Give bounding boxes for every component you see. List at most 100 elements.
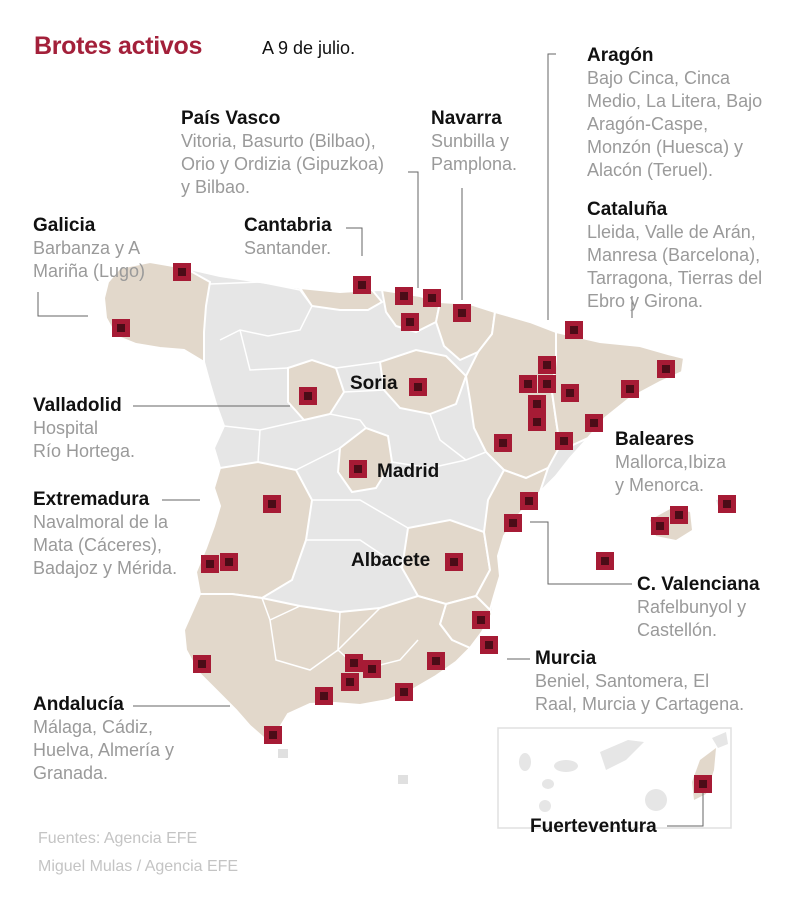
- melilla: [398, 775, 408, 784]
- outbreak-marker-core: [346, 678, 354, 686]
- region-name: Baleares: [615, 429, 695, 450]
- region-name: Aragón: [587, 45, 654, 66]
- region-places: Sunbilla y Pamplona.: [431, 131, 518, 174]
- province-borders: [209, 281, 487, 671]
- region-places: Navalmoral de la Mata (Cáceres), Badajoz…: [33, 512, 178, 578]
- outbreak-marker-core: [414, 383, 422, 391]
- source-line-2: Miguel Mulas / Agencia EFE: [38, 858, 239, 875]
- outbreak-marker-core: [566, 389, 574, 397]
- outbreak-marker-core: [570, 326, 578, 334]
- label-fuerteventura: Fuerteventura: [530, 815, 657, 838]
- outbreak-marker-core: [533, 400, 541, 408]
- region-name: Andalucía: [33, 694, 124, 715]
- region-name: Fuerteventura: [530, 816, 657, 837]
- region-name: Murcia: [535, 648, 597, 669]
- outbreak-markers: [112, 263, 736, 793]
- region-places: Rafelbunyol y Castellón.: [637, 597, 747, 640]
- outbreak-marker-core: [198, 660, 206, 668]
- outbreak-marker-core: [626, 385, 634, 393]
- outbreak-marker-core: [117, 324, 125, 332]
- outbreak-marker-core: [320, 692, 328, 700]
- region-name: Cantabria: [244, 215, 332, 236]
- map-title: Brotes activos: [34, 32, 203, 60]
- region-name: C. Valenciana: [637, 574, 760, 595]
- region-name: Valladolid: [33, 395, 122, 416]
- city-soria: Soria: [350, 373, 398, 394]
- outbreak-marker-core: [560, 437, 568, 445]
- label-aragon: Aragón Bajo Cinca, Cinca Medio, La Liter…: [587, 44, 762, 182]
- label-galicia: Galicia Barbanza y A Mariña (Lugo): [33, 214, 145, 283]
- city-madrid: Madrid: [377, 461, 440, 482]
- region-name: País Vasco: [181, 108, 281, 129]
- outbreak-marker-core: [358, 281, 366, 289]
- label-extremadura: Extremadura Navalmoral de la Mata (Cácer…: [33, 488, 177, 580]
- region-name: Cataluña: [587, 199, 668, 220]
- city-albacete: Albacete: [351, 550, 431, 571]
- region-places: Bajo Cinca, Cinca Medio, La Litera, Bajo…: [587, 68, 763, 180]
- label-pais-vasco: País Vasco Vitoria, Basurto (Bilbao), Or…: [181, 107, 384, 199]
- outbreak-marker-core: [662, 365, 670, 373]
- canarias-inset-frame: [497, 727, 732, 829]
- region-valenciana: [474, 466, 550, 612]
- map-date: A 9 de julio.: [262, 38, 356, 58]
- outbreak-marker-core: [590, 419, 598, 427]
- outbreak-marker-core: [400, 688, 408, 696]
- ceuta: [278, 749, 288, 758]
- region-places: Santander.: [244, 238, 332, 258]
- label-murcia: Murcia Beniel, Santomera, El Raal, Murci…: [535, 647, 744, 716]
- outbreak-marker-core: [543, 361, 551, 369]
- region-name: Galicia: [33, 215, 96, 236]
- outbreak-marker-core: [269, 731, 277, 739]
- outbreak-marker-core: [723, 500, 731, 508]
- outbreak-marker-core: [368, 665, 376, 673]
- outbreak-marker-core: [543, 380, 551, 388]
- outbreak-marker-core: [499, 439, 507, 447]
- region-places: Barbanza y A Mariña (Lugo): [33, 238, 146, 281]
- region-galicia: [102, 260, 212, 364]
- island-lanzarote: [712, 732, 728, 748]
- outbreak-marker-core: [485, 641, 493, 649]
- region-places: Lleida, Valle de Arán, Manresa (Barcelon…: [587, 222, 763, 311]
- label-baleares: Baleares Mallorca,Ibiza y Menorca.: [615, 428, 726, 497]
- outbreak-marker-core: [354, 465, 362, 473]
- outbreak-marker-core: [450, 558, 458, 566]
- outbreak-marker-core: [225, 558, 233, 566]
- outbreak-marker-core: [525, 497, 533, 505]
- outbreak-marker-core: [533, 418, 541, 426]
- outbreak-marker-core: [400, 292, 408, 300]
- outbreak-marker-core: [675, 511, 683, 519]
- outbreak-marker-core: [432, 657, 440, 665]
- outbreak-marker-core: [178, 268, 186, 276]
- canary-islands: [519, 740, 667, 812]
- label-valladolid: Valladolid Hospital Río Hortega.: [33, 394, 135, 463]
- label-valenciana: C. Valenciana Rafelbunyol y Castellón.: [637, 573, 760, 642]
- label-andalucia: Andalucía Málaga, Cádiz, Huelva, Almería…: [33, 693, 174, 785]
- region-places: Mallorca,Ibiza y Menorca.: [615, 452, 727, 495]
- label-cantabria: Cantabria Santander.: [244, 214, 332, 260]
- outbreak-marker-core: [406, 318, 414, 326]
- source-line-1: Fuentes: Agencia EFE: [38, 830, 198, 847]
- outbreak-marker-core: [428, 294, 436, 302]
- region-andalucia: [182, 593, 472, 742]
- outbreak-marker-core: [656, 522, 664, 530]
- outbreak-marker-core: [699, 780, 707, 788]
- leader-lines: [37, 53, 704, 827]
- outbreak-marker-core: [601, 557, 609, 565]
- outbreak-marker-core: [509, 519, 517, 527]
- region-places: Beniel, Santomera, El Raal, Murcia y Car…: [535, 671, 745, 714]
- region-name: Navarra: [431, 108, 502, 129]
- outbreak-marker-core: [458, 309, 466, 317]
- region-places: Hospital Río Hortega.: [33, 418, 136, 461]
- outbreak-marker-core: [268, 500, 276, 508]
- label-navarra: Navarra Sunbilla y Pamplona.: [431, 107, 517, 176]
- outbreak-marker-core: [350, 659, 358, 667]
- region-name: Extremadura: [33, 489, 150, 510]
- outbreak-marker-core: [477, 616, 485, 624]
- outbreak-marker-core: [524, 380, 532, 388]
- region-places: Vitoria, Basurto (Bilbao), Orio y Ordizi…: [181, 131, 385, 197]
- outbreak-marker-core: [304, 392, 312, 400]
- region-places: Málaga, Cádiz, Huelva, Almería y Granada…: [33, 717, 175, 783]
- label-cataluna: Cataluña Lleida, Valle de Arán, Manresa …: [587, 198, 762, 313]
- outbreak-marker-core: [206, 560, 214, 568]
